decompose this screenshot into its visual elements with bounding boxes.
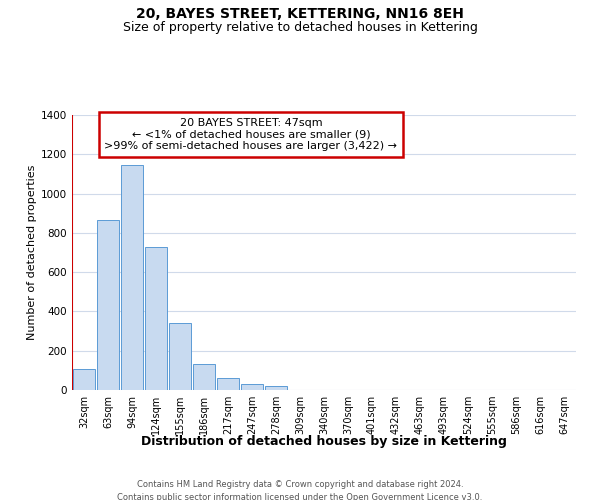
Bar (145, 246, 167, 390)
Bar (169, 323, 191, 390)
Text: 20 BAYES STREET: 47sqm
← <1% of detached houses are smaller (9)
>99% of semi-det: 20 BAYES STREET: 47sqm ← <1% of detached… (104, 118, 397, 151)
Text: Size of property relative to detached houses in Kettering: Size of property relative to detached ho… (122, 21, 478, 34)
Bar (97, 220, 119, 390)
Bar (73, 369, 95, 390)
Y-axis label: Number of detached properties: Number of detached properties (27, 165, 37, 340)
Bar (241, 384, 263, 390)
Bar (265, 386, 287, 390)
Bar (193, 364, 215, 390)
Text: 20, BAYES STREET, KETTERING, NN16 8EH: 20, BAYES STREET, KETTERING, NN16 8EH (136, 8, 464, 22)
Bar (217, 378, 239, 390)
Text: Contains HM Land Registry data © Crown copyright and database right 2024.
Contai: Contains HM Land Registry data © Crown c… (118, 480, 482, 500)
Text: Distribution of detached houses by size in Kettering: Distribution of detached houses by size … (141, 435, 507, 448)
Bar (121, 166, 143, 390)
